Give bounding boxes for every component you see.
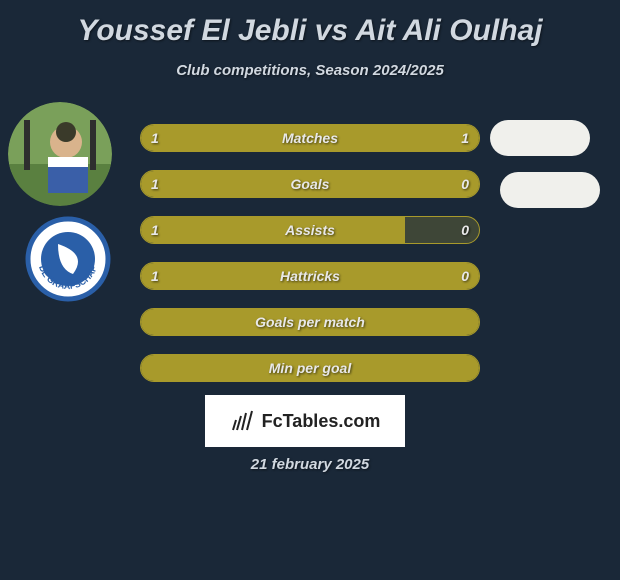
stat-label: Matches: [141, 125, 479, 151]
club-logo-left: DE GRAAFSCHAP: [18, 214, 118, 304]
page-title: Youssef El Jebli vs Ait Ali Oulhaj: [0, 0, 620, 48]
stat-value-right: 1: [461, 125, 469, 151]
stat-label: Goals: [141, 171, 479, 197]
fctables-logo: FcTables.com: [205, 395, 405, 447]
subtitle: Club competitions, Season 2024/2025: [0, 62, 620, 79]
chart-icon: [230, 408, 256, 434]
stat-label: Min per goal: [141, 355, 479, 381]
comparison-chart: 1 Matches 1 1 Goals 0 1 Assists 0 1 Hatt…: [140, 124, 480, 400]
stat-row-hattricks: 1 Hattricks 0: [140, 262, 480, 290]
stat-row-matches: 1 Matches 1: [140, 124, 480, 152]
stat-value-right: 0: [461, 217, 469, 243]
stat-label: Goals per match: [141, 309, 479, 335]
stat-value-right: 0: [461, 171, 469, 197]
stat-row-goals: 1 Goals 0: [140, 170, 480, 198]
stat-label: Hattricks: [141, 263, 479, 289]
player-avatar-right-placeholder: [490, 120, 590, 156]
stat-value-right: 0: [461, 263, 469, 289]
player-avatar-left: [8, 102, 112, 206]
footer-date: 21 february 2025: [0, 456, 620, 473]
avatar-placeholder-icon: [8, 102, 112, 206]
logo-text: FcTables.com: [262, 411, 381, 432]
club-badge-icon: DE GRAAFSCHAP: [18, 214, 118, 304]
stat-label: Assists: [141, 217, 479, 243]
stat-row-goals-per-match: Goals per match: [140, 308, 480, 336]
stat-row-assists: 1 Assists 0: [140, 216, 480, 244]
stat-row-min-per-goal: Min per goal: [140, 354, 480, 382]
club-logo-right-placeholder: [500, 172, 600, 208]
